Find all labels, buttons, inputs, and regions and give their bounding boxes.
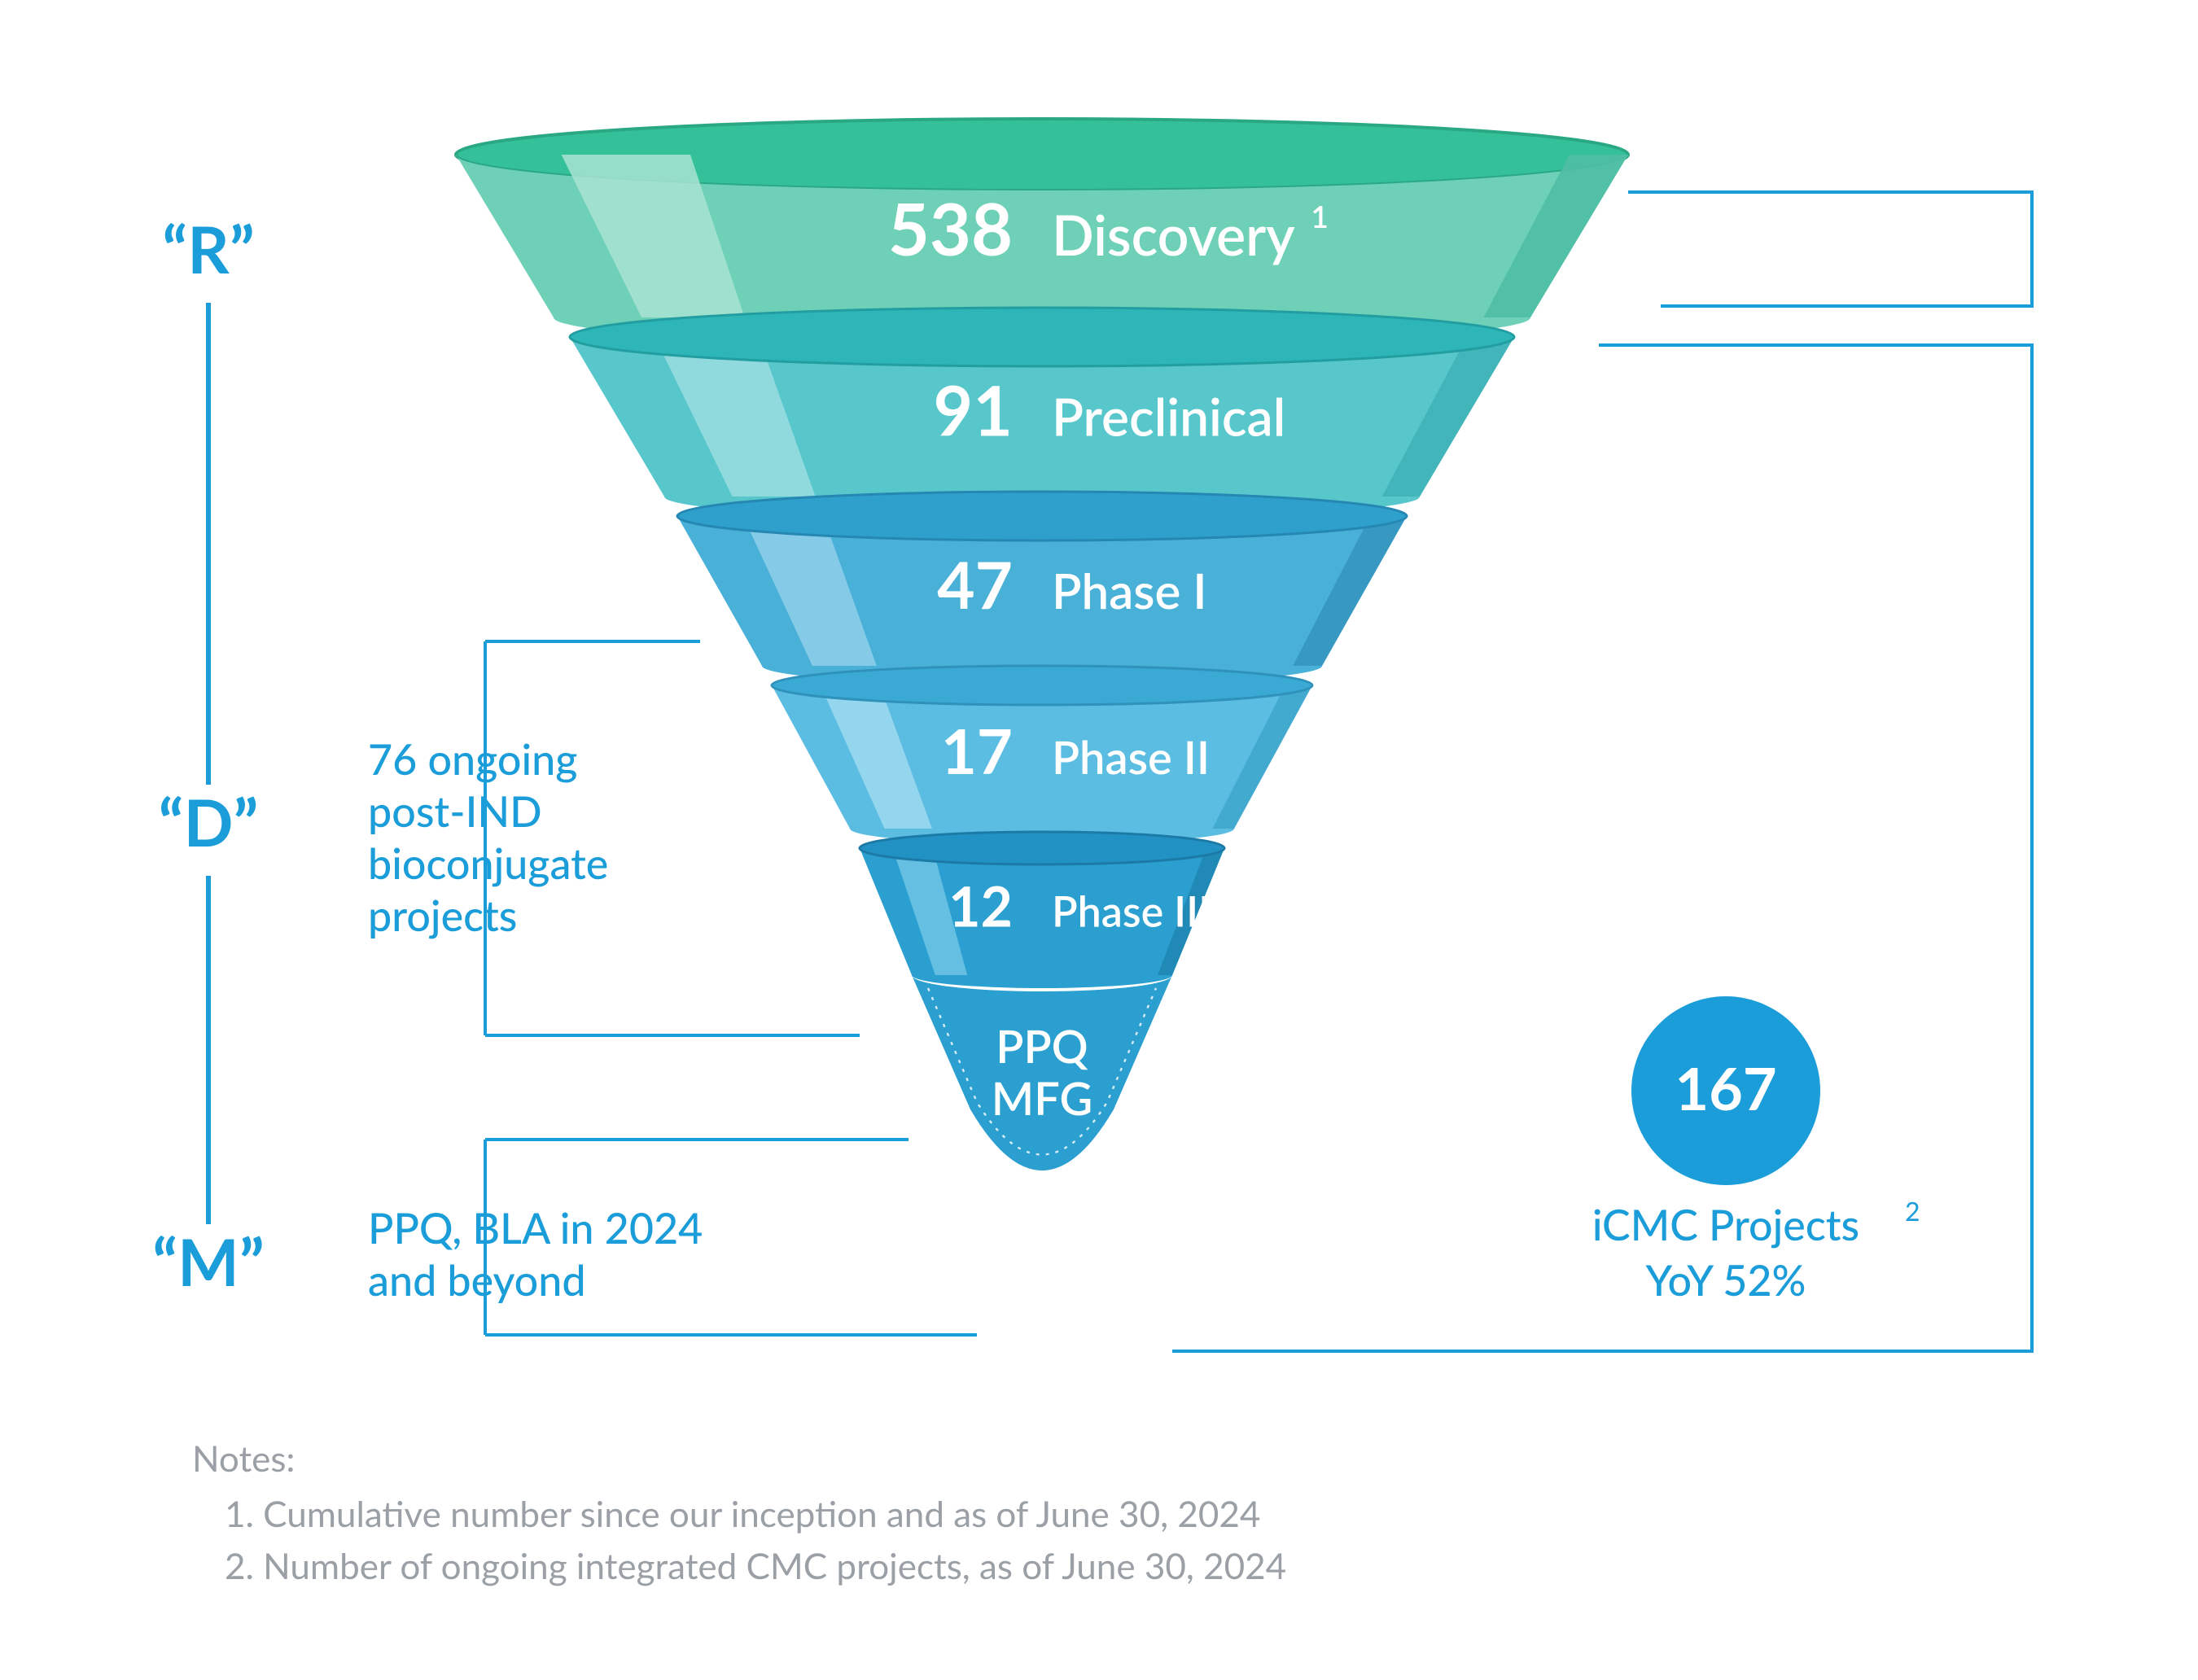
stage-value-phase1: 47 — [937, 545, 1013, 623]
footnote-1: 1. Cumulative number since our inception… — [225, 1493, 1260, 1535]
funnel-rim-phase2 — [772, 666, 1312, 705]
callout-text-post-ind-3: projects — [368, 890, 517, 941]
funnel-rim-phase3 — [860, 832, 1224, 864]
footnote-2: 2. Number of ongoing integrated CMC proj… — [225, 1545, 1286, 1587]
right-bracket-top — [1628, 192, 2032, 306]
icmc-line-0: iCMC Projects — [1592, 1200, 1859, 1250]
funnel-rim-preclinical — [570, 308, 1514, 366]
funnel-rim-phase1 — [677, 492, 1407, 540]
stage-sup-discovery: 1 — [1311, 198, 1329, 234]
stage-label-preclinical: Preclinical — [1052, 385, 1285, 448]
right-callout: 167 iCMC Projects 2 YoY 52% — [1592, 996, 1920, 1306]
footnotes: Notes: 1. Cumulative number since our inc… — [192, 1437, 1286, 1587]
stage-value-preclinical: 91 — [934, 369, 1013, 451]
footnote-heading: Notes: — [192, 1437, 295, 1480]
callout-text-post-ind-2: bioconjugate — [368, 838, 608, 889]
stage-label-discovery: Discovery — [1052, 202, 1295, 268]
stage-label-phase2: Phase II — [1052, 729, 1210, 784]
stage-label-phase3: Phase III — [1052, 886, 1211, 937]
rdm-label-M: “M” — [152, 1223, 264, 1301]
stage-value-discovery: 538 — [888, 185, 1013, 271]
stage-label-phase1: Phase I — [1052, 561, 1207, 619]
rdm-label-R: “R” — [162, 210, 254, 288]
icmc-sup-0: 2 — [1905, 1195, 1920, 1227]
icmc-value: 167 — [1675, 1053, 1776, 1123]
rdm-label-D: “D” — [159, 783, 259, 861]
stage-value-phase3: 12 — [948, 873, 1013, 939]
callout-text-post-ind-0: 76 ongoing — [368, 734, 577, 785]
stage-value-phase2: 17 — [941, 714, 1013, 788]
callout-text-ppq-bla-0: PPQ, BLA in 2024 — [368, 1203, 703, 1253]
funnel-chart: 538 Discovery 1 91 Preclinical 47 Phase I 17 Pha… — [456, 119, 1628, 1170]
icmc-line-1: YoY 52% — [1645, 1255, 1806, 1306]
callout-text-post-ind-1: post-IND — [368, 786, 542, 837]
tip-label-1: PPQ — [996, 1018, 1088, 1073]
callout-text-ppq-bla-1: and beyond — [368, 1255, 586, 1306]
rdm-axis: “R” “D” “M” — [152, 210, 264, 1301]
tip-label-2: MFG — [992, 1070, 1093, 1125]
